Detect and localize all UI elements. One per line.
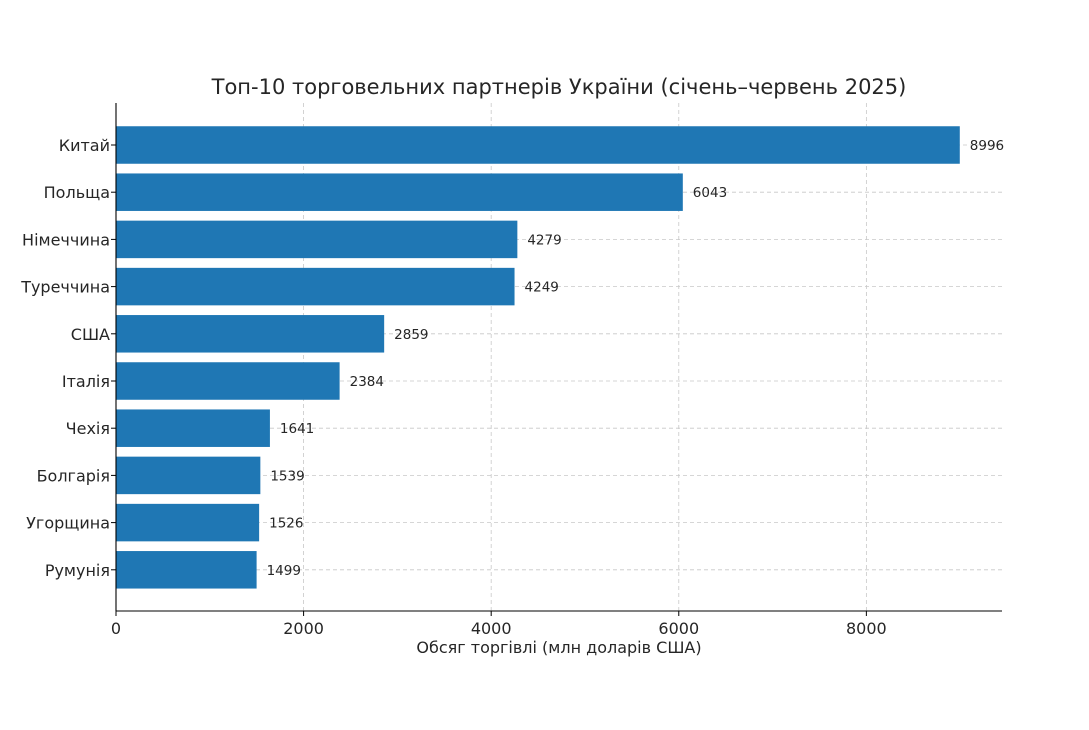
chart-title: Топ-10 торговельних партнерів України (с…: [211, 75, 907, 99]
category-label: Польща: [44, 183, 110, 202]
category-label: Угорщина: [26, 514, 110, 533]
category-label: Румунія: [45, 561, 110, 580]
value-label: 1499: [267, 563, 301, 579]
bar: [116, 362, 340, 400]
category-label: Чехія: [66, 419, 110, 438]
bar: [116, 267, 515, 306]
value-label: 1641: [280, 421, 314, 437]
bar: [116, 409, 270, 447]
x-tick-label: 0: [111, 619, 121, 638]
x-tick-label: 6000: [658, 619, 699, 638]
axes: 0 2000 4000 6000 8000 Китай Польща Німеччина Тур…: [20, 103, 1002, 638]
bar: [116, 551, 257, 589]
value-label: 6043: [693, 185, 727, 201]
category-label: Болгарія: [37, 466, 110, 485]
category-label: Італія: [62, 372, 110, 391]
value-label: 4279: [527, 232, 561, 248]
bar: [116, 126, 960, 164]
value-label: 1539: [270, 468, 304, 484]
x-tick-label: 4000: [471, 619, 512, 638]
value-label: 2859: [394, 327, 428, 343]
value-label: 2384: [350, 374, 384, 390]
bar: [116, 503, 260, 542]
x-axis-label: Обсяг торгівлі (млн доларів США): [416, 638, 701, 657]
x-tick-label: 2000: [283, 619, 324, 638]
bar: [116, 173, 683, 211]
category-label: Туреччина: [20, 278, 110, 297]
x-tick-label: 8000: [846, 619, 887, 638]
value-label: 8996: [970, 138, 1004, 154]
category-label: Китай: [59, 136, 110, 155]
bar: [116, 315, 385, 353]
category-label: Німеччина: [22, 230, 110, 249]
value-label: 4249: [525, 280, 559, 296]
bar: [116, 220, 518, 259]
bars: 8996 6043 4279 4249 2859 2384 1641 1539 1526 1499: [116, 126, 1004, 589]
category-label: США: [71, 325, 110, 344]
value-label: 1526: [269, 516, 303, 532]
bar: [116, 456, 261, 495]
